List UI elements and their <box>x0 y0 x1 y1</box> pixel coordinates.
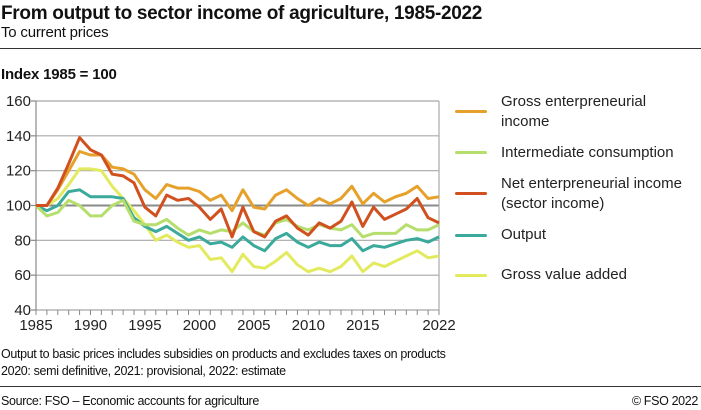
series-line-2 <box>36 136 440 239</box>
series-line-3 <box>35 188 440 253</box>
legend-swatch <box>455 151 487 154</box>
legend-swatch <box>455 192 487 195</box>
footer-divider <box>0 386 701 387</box>
legend-label: Gross enterpreneurial income <box>501 93 647 130</box>
legend-label: Gross value added <box>501 266 627 283</box>
legend-label: Net enterpreneurial income (sector incom… <box>501 175 682 212</box>
x-tick-label: 1995 <box>128 317 161 334</box>
legend-swatch <box>455 110 487 113</box>
copyright-text: © FSO 2022 <box>631 394 699 408</box>
y-tick-label: 100 <box>6 198 31 215</box>
y-tick-label: 160 <box>6 93 31 110</box>
x-tick-label: 2015 <box>346 317 379 334</box>
x-tick-label: 2005 <box>237 317 270 334</box>
header-divider <box>0 48 701 49</box>
series-line-1 <box>34 198 440 239</box>
x-tick-label: 1985 <box>19 317 52 334</box>
y-tick-label: 140 <box>6 128 31 145</box>
note-line-1: Output to basic prices includes subsidie… <box>1 347 446 361</box>
chart-title: From output to sector income of agricult… <box>1 3 483 24</box>
legend-swatch <box>455 234 487 237</box>
series-line-0 <box>36 150 440 213</box>
y-tick-label: 80 <box>14 232 31 249</box>
series-line-4 <box>36 167 440 274</box>
source-text: Source: FSO – Economic accounts for agri… <box>1 394 259 408</box>
legend-label: Intermediate consumption <box>501 144 674 161</box>
y-tick-label: 120 <box>6 163 31 180</box>
y-tick-label: 40 <box>14 302 31 319</box>
chart-subtitle: To current prices <box>1 24 109 41</box>
y-axis-label: Index 1985 = 100 <box>1 66 117 83</box>
x-tick-label: 2000 <box>183 317 216 334</box>
x-tick-label: 2010 <box>292 317 325 334</box>
note-line-2: 2020: semi definitive, 2021: provisional… <box>1 364 286 378</box>
x-tick-label: 1990 <box>74 317 107 334</box>
legend-swatch <box>455 274 487 277</box>
x-tick-label: 2022 <box>422 317 455 334</box>
legend-label: Output <box>501 226 547 243</box>
line-chart: 40 60 80 100 120 140 160 1985 1990 1995 2000 2005 20… <box>6 93 456 334</box>
y-tick-label: 60 <box>14 267 31 284</box>
